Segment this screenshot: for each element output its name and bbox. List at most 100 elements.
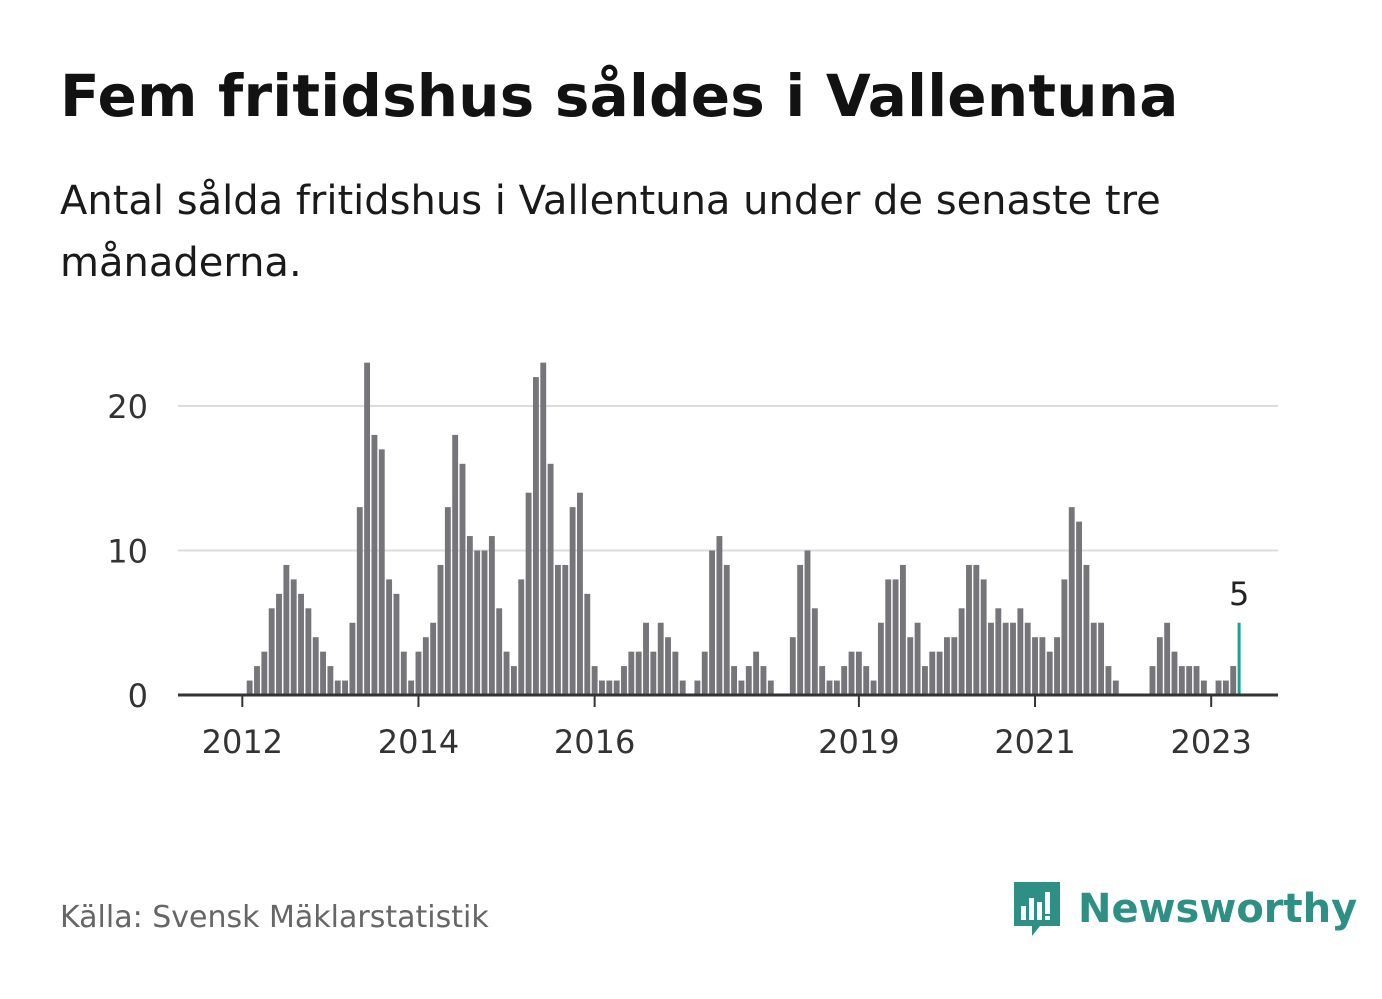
bar [951, 637, 958, 695]
bar [276, 593, 282, 695]
bar [804, 550, 811, 695]
bar [474, 550, 481, 695]
bar [569, 507, 576, 695]
bar [518, 579, 525, 695]
bar [973, 564, 980, 695]
bar [1068, 507, 1075, 695]
bar [958, 608, 965, 695]
bar [532, 377, 539, 695]
bar [254, 666, 260, 695]
bar [1186, 666, 1193, 695]
bar [393, 593, 400, 695]
bar [1178, 666, 1185, 695]
bar [1076, 521, 1083, 695]
bar [525, 492, 532, 695]
bar [371, 434, 378, 695]
bar [870, 680, 877, 695]
annotations: 5 [1229, 575, 1249, 613]
bar [599, 680, 605, 695]
bar [1156, 637, 1163, 695]
bars [246, 362, 1241, 695]
x-tick-label: 2012 [202, 723, 283, 761]
bar [1164, 622, 1171, 695]
bar [386, 579, 393, 695]
bar [826, 680, 833, 695]
bar [481, 550, 488, 695]
bar [606, 680, 613, 695]
bar [298, 593, 304, 695]
x-tick-label: 2019 [818, 723, 899, 761]
bar [657, 622, 664, 695]
bar [459, 463, 466, 695]
bar [422, 637, 429, 695]
bar [1098, 622, 1105, 695]
bar [1046, 651, 1053, 695]
y-tick-label: 20 [107, 388, 148, 426]
brand-name: Newsworthy [1078, 886, 1358, 932]
bar [540, 362, 547, 695]
bar [723, 564, 730, 695]
bar [738, 680, 745, 695]
bar [261, 651, 268, 695]
bar [995, 608, 1002, 695]
x-tick-label: 2021 [994, 723, 1075, 761]
bar [488, 536, 495, 695]
bar [268, 608, 275, 695]
bar [855, 651, 862, 695]
bar [327, 666, 334, 695]
bar [760, 666, 767, 695]
grid-lines [178, 405, 1278, 552]
x-tick-label: 2023 [1170, 723, 1251, 761]
bar [1017, 608, 1024, 695]
bar [1171, 651, 1178, 695]
bar [679, 680, 686, 695]
bar [1083, 564, 1090, 695]
bar [988, 622, 994, 695]
bar [1024, 622, 1031, 695]
bar [841, 666, 848, 695]
bar [980, 579, 987, 695]
bar [635, 651, 642, 695]
bar [503, 651, 510, 695]
bar [1215, 680, 1222, 695]
bar [650, 651, 657, 695]
bar [283, 564, 290, 695]
bar [914, 622, 921, 695]
bar [430, 622, 437, 695]
bar [907, 637, 914, 695]
bar [452, 434, 459, 695]
bar [466, 536, 473, 695]
bar [1200, 680, 1207, 695]
y-axis-tick-labels: 0 10 20 [107, 388, 148, 715]
bar [848, 651, 855, 695]
bar [584, 593, 591, 695]
bar [246, 680, 253, 695]
bar [944, 637, 950, 695]
chart-title: Fem fritidshus såldes i Vallentuna [60, 62, 1179, 130]
x-tick-label: 2014 [378, 723, 459, 761]
bar [613, 680, 620, 695]
bar [562, 564, 569, 695]
bar [716, 536, 723, 695]
latest-value-label: 5 [1229, 575, 1249, 613]
bar [672, 651, 679, 695]
bar [1039, 637, 1046, 695]
bar [320, 651, 326, 695]
bar [1002, 622, 1009, 695]
bar [1112, 680, 1119, 695]
bar [444, 507, 451, 695]
bar [1193, 666, 1200, 695]
bar [628, 651, 635, 695]
bar [745, 666, 752, 695]
bar [1222, 680, 1229, 695]
bar [877, 622, 884, 695]
bar [833, 680, 840, 695]
bar [709, 550, 716, 695]
bar [555, 564, 561, 695]
bar [621, 666, 627, 695]
bar [1230, 666, 1237, 695]
bar [342, 680, 349, 695]
bar [885, 579, 892, 695]
bar [966, 564, 972, 695]
bar [364, 362, 371, 695]
